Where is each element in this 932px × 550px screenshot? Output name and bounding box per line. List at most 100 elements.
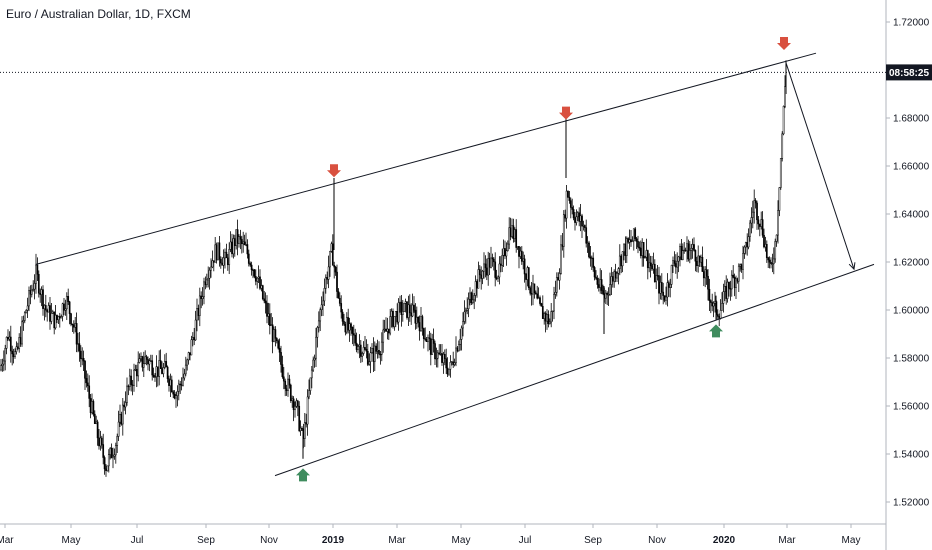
candle-body [247, 253, 250, 264]
candle-body [628, 239, 631, 243]
candle-body [625, 238, 628, 256]
candle-body [350, 323, 352, 328]
candle-body [263, 298, 266, 302]
channel-upper-line[interactable] [35, 52, 817, 265]
candle-body [180, 384, 183, 386]
candle-body [268, 313, 271, 326]
candle-body [653, 263, 656, 283]
candle-body [375, 345, 378, 352]
candle-body [740, 264, 743, 270]
candle-body [373, 345, 376, 362]
candle-body [590, 257, 593, 260]
x-tick-label: Mar [778, 535, 796, 546]
candle-body [196, 308, 198, 321]
candle-body [23, 312, 26, 321]
candle-body [319, 309, 322, 322]
candle-body [684, 249, 687, 252]
candle-body [484, 263, 487, 269]
candle-body [649, 262, 652, 267]
candle-body [453, 362, 456, 365]
y-tick-label: 1.62000 [893, 258, 930, 269]
candle-body [712, 302, 715, 307]
candle-body [224, 251, 226, 259]
candle-body [67, 296, 70, 303]
candle-body [292, 398, 295, 411]
candle-body [231, 241, 233, 255]
x-tick-label: Sep [584, 535, 602, 546]
candle-body [442, 354, 445, 363]
candle-body [147, 359, 149, 365]
candle-body [455, 347, 457, 363]
candle-body [204, 281, 207, 285]
candle-body [186, 359, 189, 366]
candle-body [415, 316, 418, 324]
candle-body [428, 337, 431, 339]
channel-lower-line[interactable] [274, 263, 875, 477]
candle-body [294, 406, 296, 411]
candle-body [516, 246, 519, 248]
candle-body [540, 303, 543, 307]
candle-body [707, 276, 709, 290]
candle-body [85, 378, 88, 384]
candle-body [364, 347, 366, 350]
candle-body [19, 337, 22, 345]
candle-body [333, 265, 336, 268]
candle-body [256, 277, 259, 282]
candle-body [414, 309, 417, 324]
x-tick-label: May [452, 535, 471, 546]
candle-body [337, 291, 340, 299]
candle-body [480, 274, 483, 279]
candle-body [107, 454, 110, 467]
candle-body [743, 246, 746, 254]
candle-body [411, 304, 414, 317]
candle-body [119, 413, 121, 423]
candle-body [301, 427, 303, 430]
candle-body [137, 362, 140, 377]
candle-body [148, 360, 151, 365]
candle-body [243, 241, 246, 245]
candle-body [47, 305, 50, 313]
candle-body [63, 303, 65, 311]
candle-body [548, 321, 551, 325]
candle-body [200, 295, 203, 299]
candle-body [217, 242, 219, 261]
candle-body [357, 346, 359, 350]
candle-body [765, 244, 768, 258]
candle-body [399, 301, 401, 304]
candle-body [284, 380, 287, 389]
candle-body [30, 289, 33, 295]
candle-body [681, 250, 684, 260]
candle-body [749, 222, 751, 237]
candle-body [701, 256, 704, 272]
candle-body [309, 377, 312, 391]
candle-body [565, 190, 568, 219]
candle-body [163, 361, 166, 368]
candle-body [700, 256, 702, 263]
candle-body [698, 255, 701, 263]
candle-body [128, 375, 131, 387]
candle-body [344, 324, 347, 333]
candle-body [144, 356, 147, 364]
candle-body [551, 310, 554, 313]
buy-arrow-icon [709, 324, 723, 338]
candle-body [326, 277, 329, 280]
projection-arrow-line[interactable] [785, 62, 855, 270]
candle-body [434, 343, 436, 360]
x-tick-label: Jul [131, 535, 144, 546]
candle-body [203, 281, 205, 297]
candle-body [784, 86, 786, 107]
candle-body [334, 266, 337, 273]
candle-body [558, 273, 561, 281]
candle-body [635, 238, 638, 242]
candle-body [7, 337, 9, 340]
candle-body [117, 421, 120, 437]
candle-body [341, 311, 344, 322]
candle-body [336, 271, 338, 292]
candle-body [705, 269, 708, 277]
candle-body [676, 260, 679, 268]
candle-body [359, 344, 362, 357]
candle-body [680, 246, 683, 260]
candle-body [772, 258, 775, 264]
candle-body [222, 257, 225, 266]
